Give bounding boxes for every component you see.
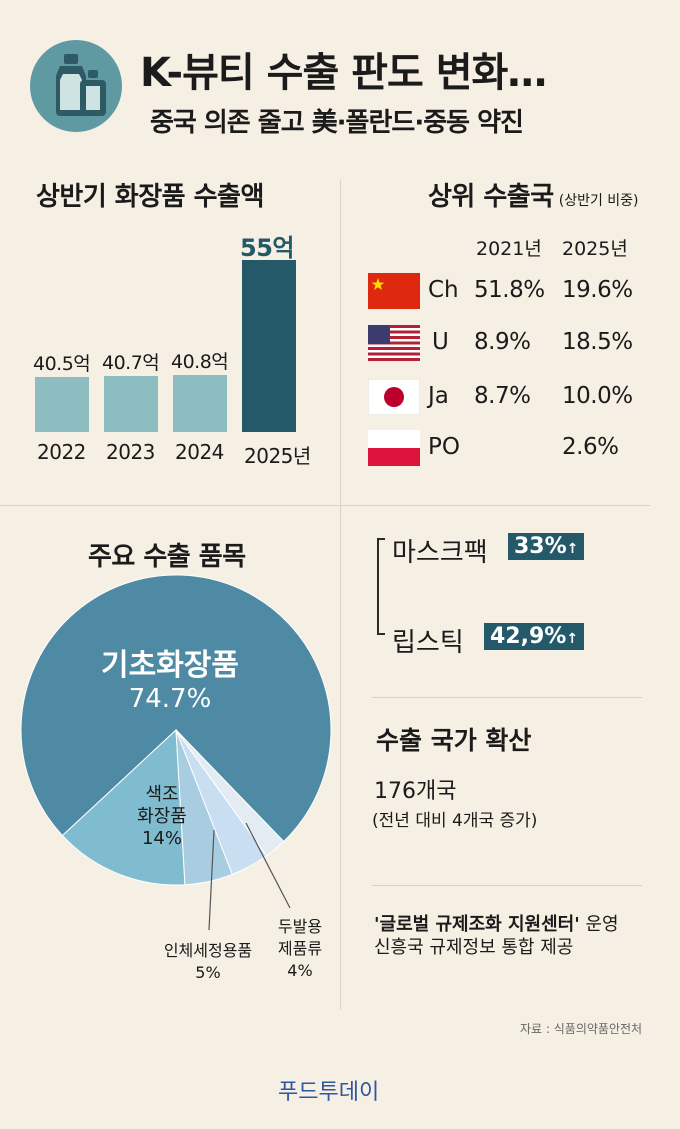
growth-badge-maskpack: 33%↑ [508, 533, 585, 560]
bar-chart: 40.5억 2022 40.7억 2023 40.8억 2024 55억 2025년 [0, 0, 340, 505]
growth-bracket [377, 538, 387, 634]
bar-category-label: 2023 [106, 440, 155, 464]
country-japan: Ja [428, 383, 449, 409]
growth-bracket-bottom [377, 633, 385, 635]
top-countries-note: (상반기 비중) [558, 193, 639, 209]
pie-label-body: 인체세정용품 5% [148, 940, 268, 984]
bar-2025년 [242, 260, 296, 432]
country-china: Ch [428, 277, 459, 303]
leader-line-body [208, 829, 215, 931]
top-countries-title: 상위 수출국 [428, 182, 554, 212]
country-poland: PO [428, 434, 460, 460]
right-divider-2 [372, 885, 642, 886]
pie-label-basic-value: 74.7% [128, 684, 212, 714]
bottles-icon [56, 54, 106, 116]
pie-label-hair-line2: 제품류 [277, 939, 323, 958]
usa-2021: 8.9% [474, 329, 531, 355]
source-note: 자료 : 식품의약품안전처 [520, 1022, 643, 1036]
bar-category-label: 2025년 [244, 444, 311, 468]
expansion-count: 176개국 [374, 779, 457, 804]
pie-label-hair: 두발용 제품류 4% [260, 916, 340, 982]
pie-label-hair-line1: 두발용 [277, 917, 323, 936]
up-arrow-icon: ↑ [566, 631, 579, 647]
top-countries-heading: 상위 수출국 (상반기 비중) [428, 176, 639, 213]
expansion-note: (전년 대비 4개국 증가) [372, 811, 538, 831]
center-name: '글로벌 규제조화 지원센터' [374, 914, 580, 935]
pie-label-body-value: 5% [195, 963, 221, 982]
bottle-logo-icon [30, 40, 122, 132]
growth-badge-maskpack-value: 33% [514, 534, 567, 559]
pie-slice-0 [20, 574, 332, 843]
expansion-title: 수출 국가 확산 [376, 726, 532, 755]
pie-label-basic: 기초화장품 74.7% [80, 640, 260, 714]
center-line1: '글로벌 규제조화 지원센터' 운영 [374, 910, 619, 936]
bar-2024 [173, 374, 227, 432]
page-subtitle: 중국 의존 줄고 美·폴란드·중동 약진 [150, 108, 524, 138]
china-flag-icon [368, 273, 420, 309]
growth-badge-lipstick-value: 42,9% [490, 624, 567, 649]
vertical-divider [340, 180, 341, 1010]
poland-flag-icon [368, 430, 420, 466]
bar-value-label: 55억 [240, 234, 294, 262]
china-2025: 19.6% [562, 277, 633, 303]
right-divider-1 [372, 697, 642, 698]
bar-category-label: 2022 [37, 440, 86, 464]
bar-value-label: 40.5억 [33, 353, 91, 376]
export-amount-title: 상반기 화장품 수출액 [36, 182, 264, 212]
growth-bracket-top [377, 538, 385, 540]
growth-badge-lipstick: 42,9%↑ [484, 623, 585, 650]
pie-slice-4 [175, 729, 285, 857]
bar-value-label: 40.7억 [102, 351, 160, 374]
japan-flag-icon [367, 378, 421, 416]
page-title: K-뷰티 수출 판도 변화… [140, 50, 547, 96]
bar-category-label: 2024 [175, 440, 224, 464]
japan-2025: 10.0% [562, 383, 633, 409]
column-header-2025: 2025년 [562, 238, 628, 260]
country-usa: U [432, 329, 449, 355]
horizontal-divider [0, 505, 650, 506]
pie-label-color-line1: 색조 [145, 784, 179, 805]
poland-2025: 2.6% [562, 434, 619, 460]
pie-label-color: 색조 화장품 14% [112, 784, 212, 850]
bar-2022 [35, 377, 89, 432]
china-2021: 51.8% [474, 277, 545, 303]
pie-chart [20, 574, 332, 931]
usa-flag-icon [368, 325, 420, 361]
column-header-2021: 2021년 [476, 238, 542, 260]
center-line2: 신흥국 규제정보 통합 제공 [374, 937, 574, 958]
pie-label-body-name: 인체세정용품 [163, 941, 253, 960]
up-arrow-icon: ↑ [566, 541, 579, 557]
bar-value-label: 40.8억 [171, 350, 229, 373]
pie-label-color-value: 14% [141, 828, 182, 849]
footer-brand: 푸드투데이 [278, 1080, 380, 1105]
major-items-title: 주요 수출 품목 [88, 542, 246, 572]
pie-label-hair-value: 4% [287, 961, 313, 980]
center-suffix: 운영 [579, 914, 619, 935]
pie-slice-1 [61, 728, 186, 886]
leader-line-hair [245, 822, 291, 909]
growth-item-maskpack: 마스크팩 [392, 538, 488, 568]
pie-label-basic-name: 기초화장품 [101, 648, 239, 683]
pie-label-color-line2: 화장품 [137, 806, 187, 827]
growth-item-lipstick: 립스틱 [392, 628, 464, 658]
usa-2025: 18.5% [562, 329, 633, 355]
bar-2023 [104, 375, 158, 432]
japan-2021: 8.7% [474, 383, 531, 409]
